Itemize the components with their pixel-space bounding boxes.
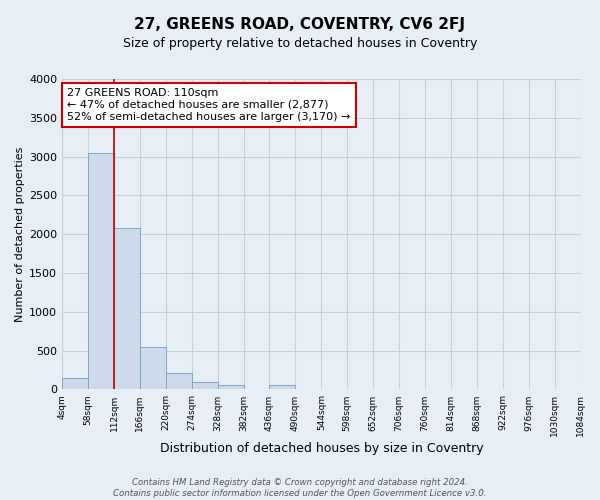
Bar [192, 382, 218, 390]
Bar [218, 385, 244, 390]
Bar [140, 347, 166, 390]
Bar [62, 378, 88, 390]
Text: 27, GREENS ROAD, COVENTRY, CV6 2FJ: 27, GREENS ROAD, COVENTRY, CV6 2FJ [134, 18, 466, 32]
X-axis label: Distribution of detached houses by size in Coventry: Distribution of detached houses by size … [160, 442, 483, 455]
Bar [269, 385, 295, 390]
Bar [114, 228, 140, 390]
Bar [166, 373, 192, 390]
Y-axis label: Number of detached properties: Number of detached properties [15, 146, 25, 322]
Text: 27 GREENS ROAD: 110sqm
← 47% of detached houses are smaller (2,877)
52% of semi-: 27 GREENS ROAD: 110sqm ← 47% of detached… [67, 88, 351, 122]
Text: Size of property relative to detached houses in Coventry: Size of property relative to detached ho… [123, 38, 477, 51]
Text: Contains HM Land Registry data © Crown copyright and database right 2024.
Contai: Contains HM Land Registry data © Crown c… [113, 478, 487, 498]
Bar [88, 152, 114, 390]
